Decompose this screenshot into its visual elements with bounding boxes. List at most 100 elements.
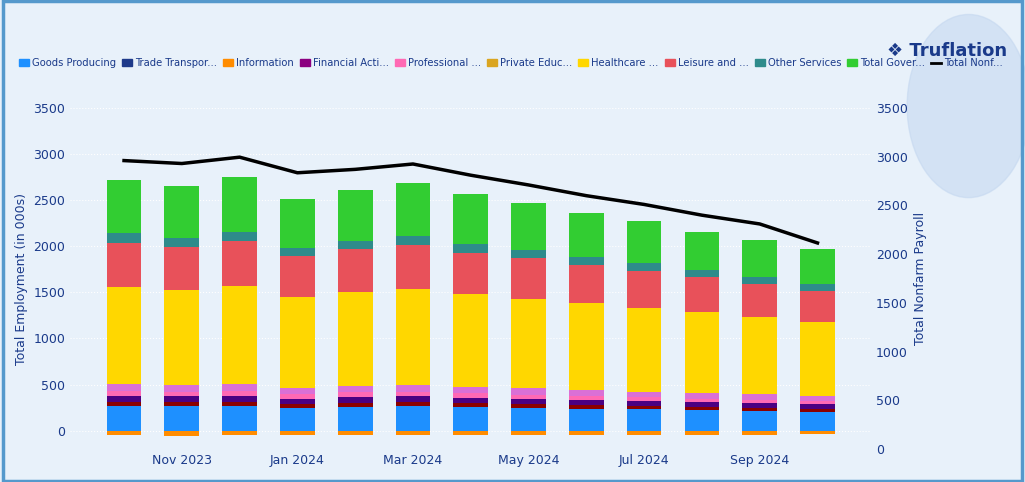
Bar <box>801 404 834 409</box>
Bar <box>569 257 604 265</box>
Bar <box>453 244 488 253</box>
Bar <box>164 186 199 238</box>
Bar <box>164 397 199 402</box>
Bar <box>338 431 372 435</box>
Bar <box>107 431 141 435</box>
Bar <box>685 402 720 407</box>
Bar <box>511 395 546 399</box>
Bar <box>107 396 141 402</box>
Bar <box>801 322 834 396</box>
Bar <box>280 408 315 431</box>
Bar <box>801 401 834 404</box>
Bar <box>453 407 488 431</box>
Bar <box>396 397 430 402</box>
Bar <box>222 390 257 396</box>
Bar <box>164 246 199 290</box>
Bar <box>280 248 315 256</box>
Bar <box>453 295 488 387</box>
Bar <box>511 250 546 258</box>
Legend: Goods Producing, Trade Transpor..., Information, Financial Acti..., Professional: Goods Producing, Trade Transpor..., Info… <box>19 58 1003 68</box>
Bar <box>627 397 661 401</box>
Bar <box>280 256 315 297</box>
Bar <box>627 221 661 263</box>
Bar <box>627 406 661 409</box>
Bar <box>222 402 257 406</box>
Bar <box>107 384 141 390</box>
Bar <box>569 213 604 257</box>
Bar <box>627 431 661 435</box>
Bar <box>511 203 546 250</box>
Bar <box>569 396 604 400</box>
Bar <box>222 406 257 431</box>
Bar <box>396 183 430 236</box>
Bar <box>107 287 141 384</box>
Bar <box>280 199 315 248</box>
Bar <box>742 277 777 284</box>
Bar <box>222 231 257 241</box>
Bar <box>453 398 488 403</box>
Bar <box>396 245 430 289</box>
Bar <box>164 391 199 397</box>
Bar <box>569 409 604 431</box>
Bar <box>338 392 372 397</box>
Bar <box>569 431 604 435</box>
Bar <box>511 408 546 431</box>
Bar <box>338 293 372 386</box>
Bar <box>569 405 604 409</box>
Bar <box>453 194 488 244</box>
Bar <box>685 431 720 435</box>
Bar <box>396 385 430 391</box>
Bar <box>280 297 315 388</box>
Bar <box>801 284 834 291</box>
Bar <box>801 249 834 284</box>
Bar <box>685 270 720 278</box>
Bar <box>685 312 720 393</box>
Bar <box>569 400 604 405</box>
Bar <box>222 384 257 390</box>
Bar <box>164 431 199 436</box>
Bar <box>222 286 257 384</box>
Bar <box>453 431 488 435</box>
Bar <box>396 431 430 435</box>
Bar <box>742 284 777 317</box>
Bar <box>685 410 720 431</box>
Bar <box>453 403 488 407</box>
Bar <box>511 258 546 299</box>
Bar <box>338 190 372 241</box>
Bar <box>801 431 834 434</box>
Bar <box>742 431 777 435</box>
Bar <box>396 402 430 406</box>
Bar <box>164 402 199 406</box>
Bar <box>396 406 430 431</box>
Bar <box>107 390 141 396</box>
Bar <box>742 411 777 431</box>
Bar <box>338 397 372 403</box>
Bar <box>222 177 257 231</box>
Bar <box>107 233 141 242</box>
Bar <box>222 396 257 402</box>
Bar <box>107 242 141 287</box>
Bar <box>396 236 430 245</box>
Bar <box>627 401 661 406</box>
Bar <box>685 231 720 270</box>
Bar <box>685 393 720 399</box>
Bar <box>627 308 661 391</box>
Bar <box>569 265 604 303</box>
Bar <box>742 400 777 403</box>
Bar <box>801 291 834 322</box>
Text: ❖ Truflation: ❖ Truflation <box>887 41 1007 60</box>
Bar <box>453 387 488 393</box>
Bar <box>742 241 777 277</box>
Bar <box>164 385 199 391</box>
Bar <box>685 278 720 312</box>
Bar <box>511 399 546 404</box>
Y-axis label: Total Employment (in 000s): Total Employment (in 000s) <box>15 192 28 364</box>
Y-axis label: Total Nonfarm Payroll: Total Nonfarm Payroll <box>913 212 927 345</box>
Bar <box>685 399 720 402</box>
Bar <box>338 407 372 431</box>
Bar <box>742 394 777 400</box>
Bar <box>569 303 604 390</box>
Bar <box>742 403 777 408</box>
Bar <box>164 406 199 431</box>
Bar <box>280 388 315 394</box>
